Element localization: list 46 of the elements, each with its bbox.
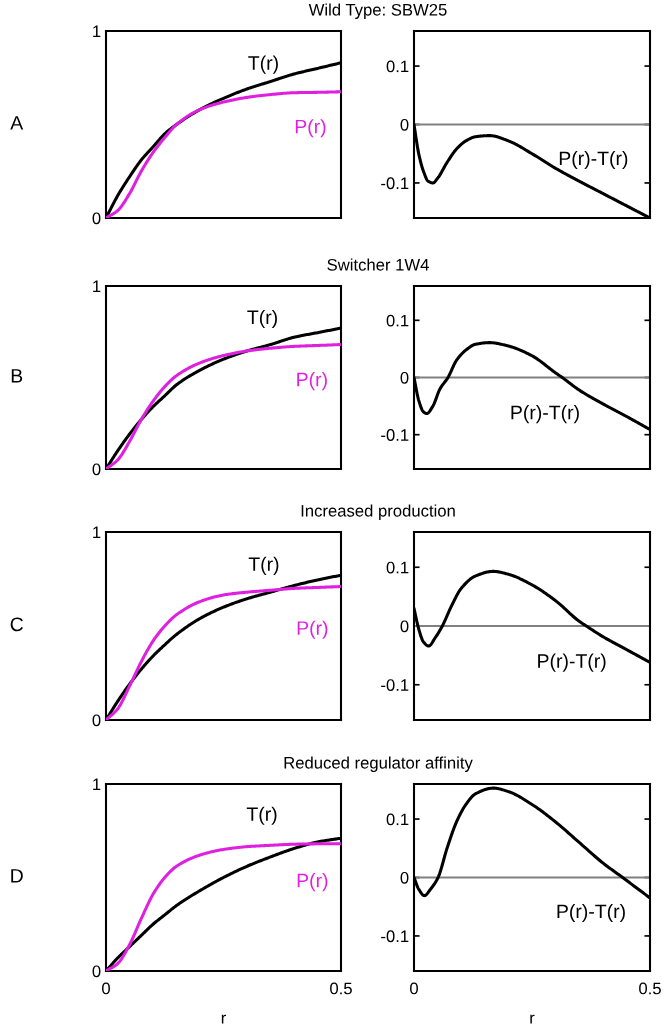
x-tick-label: 0.5 (639, 982, 661, 995)
series-label: P(r) (297, 372, 327, 391)
y-tick-label: 0 (92, 714, 101, 727)
y-tick-label: 0.1 (386, 60, 409, 73)
x-tick-label: 0.5 (330, 982, 352, 995)
x-axis-title: r (530, 1014, 535, 1024)
series-label: T(r) (246, 806, 277, 825)
text: D (11, 869, 23, 883)
y-tick-label: 0.1 (386, 314, 409, 327)
series-label: P(r)-T(r) (557, 903, 625, 923)
y-tick-label: 0 (92, 212, 101, 225)
x-axis-title: r (221, 1014, 226, 1024)
text: A (10, 116, 24, 130)
series-label: P(r) (297, 873, 328, 892)
y-tick-label: 1 (93, 778, 101, 791)
y-tick-label: 1 (93, 526, 101, 539)
series-label: P(r)-T(r) (511, 405, 579, 424)
text: C (10, 617, 23, 632)
series-label: P(r) (295, 119, 326, 138)
y-tick-label: 0.1 (386, 813, 409, 826)
x-tick-label: 0 (410, 982, 418, 995)
y-tick-label: -0.1 (381, 429, 409, 441)
text: B (11, 369, 23, 383)
series-label: T(r) (248, 556, 279, 575)
text: Wild Type: SBW25 (308, 3, 447, 19)
x-tick-label: 0 (102, 982, 110, 995)
y-tick-label: 0 (400, 620, 409, 633)
y-tick-label: -0.1 (381, 679, 409, 691)
series-label: P(r)-T(r) (559, 150, 628, 170)
text: Reduced regulator affinity (284, 756, 473, 772)
series-label: T(r) (248, 55, 278, 74)
y-tick-label: 0.1 (386, 561, 409, 574)
text: Switcher 1W4 (327, 258, 429, 271)
y-tick-label: 0 (400, 871, 409, 884)
text: Increased production (301, 504, 455, 520)
y-tick-label: 0 (400, 371, 409, 384)
y-tick-label: 0 (400, 118, 409, 131)
y-tick-label: -0.1 (381, 930, 409, 943)
y-tick-label: 0 (92, 965, 101, 978)
series-label: P(r)-T(r) (538, 653, 606, 672)
series-label: T(r) (247, 309, 277, 328)
y-tick-label: 1 (93, 280, 101, 293)
y-tick-label: 1 (93, 25, 101, 38)
y-tick-label: 0 (92, 463, 101, 476)
series-label: P(r) (297, 620, 328, 639)
y-tick-label: -0.1 (381, 177, 409, 190)
